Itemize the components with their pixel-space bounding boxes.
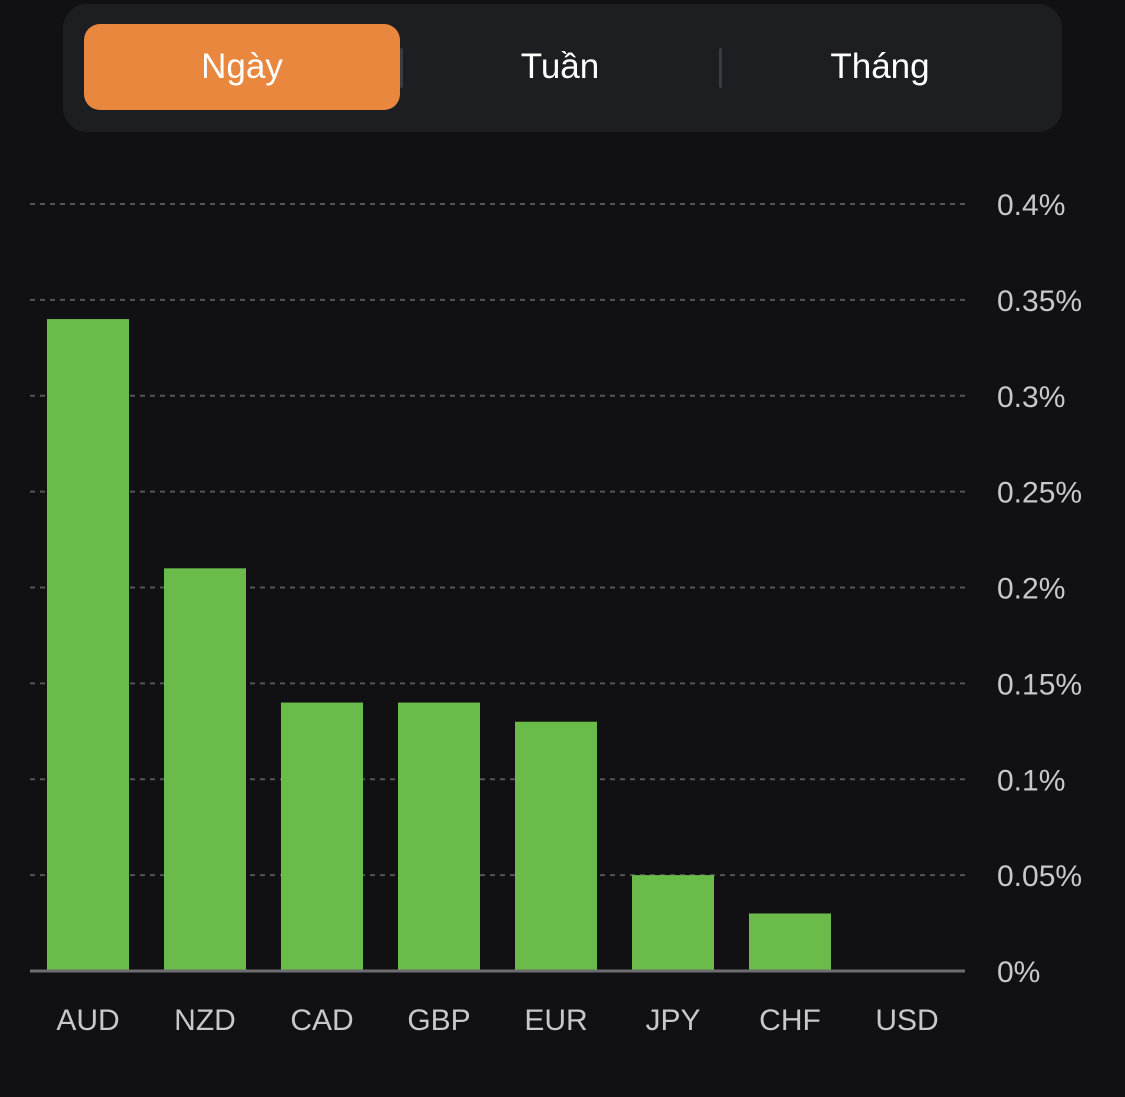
y-tick-label: 0.3%	[997, 381, 1065, 414]
y-tick-label: 0.05%	[997, 860, 1082, 893]
y-tick-label: 0%	[997, 956, 1040, 989]
bar-eur	[515, 721, 597, 971]
y-tick-label: 0.1%	[997, 764, 1065, 797]
x-tick-label: GBP	[407, 1004, 470, 1037]
bar-gbp	[398, 702, 480, 971]
period-segmented-control: Ngày Tuần Tháng	[63, 4, 1062, 132]
bar-aud	[47, 319, 129, 971]
bar-nzd	[164, 568, 246, 971]
y-tick-label: 0.15%	[997, 668, 1082, 701]
x-tick-label: EUR	[524, 1004, 587, 1037]
segment-divider	[719, 48, 722, 88]
tab-week[interactable]: Tuần	[520, 47, 600, 86]
tab-day[interactable]: Ngày	[84, 24, 400, 110]
y-tick-label: 0.35%	[997, 285, 1082, 318]
x-tick-label: NZD	[174, 1004, 236, 1037]
bar-cad	[281, 702, 363, 971]
x-tick-label: JPY	[645, 1004, 700, 1037]
bar-chf	[749, 913, 831, 971]
x-tick-label: AUD	[56, 1004, 119, 1037]
y-tick-label: 0.4%	[997, 189, 1065, 222]
tab-month[interactable]: Tháng	[830, 47, 930, 86]
y-tick-label: 0.2%	[997, 573, 1065, 606]
segment-divider	[400, 48, 403, 88]
x-tick-label: USD	[875, 1004, 938, 1037]
x-tick-label: CHF	[759, 1004, 821, 1037]
y-tick-label: 0.25%	[997, 477, 1082, 510]
x-tick-label: CAD	[290, 1004, 353, 1037]
bar-jpy	[632, 875, 714, 971]
